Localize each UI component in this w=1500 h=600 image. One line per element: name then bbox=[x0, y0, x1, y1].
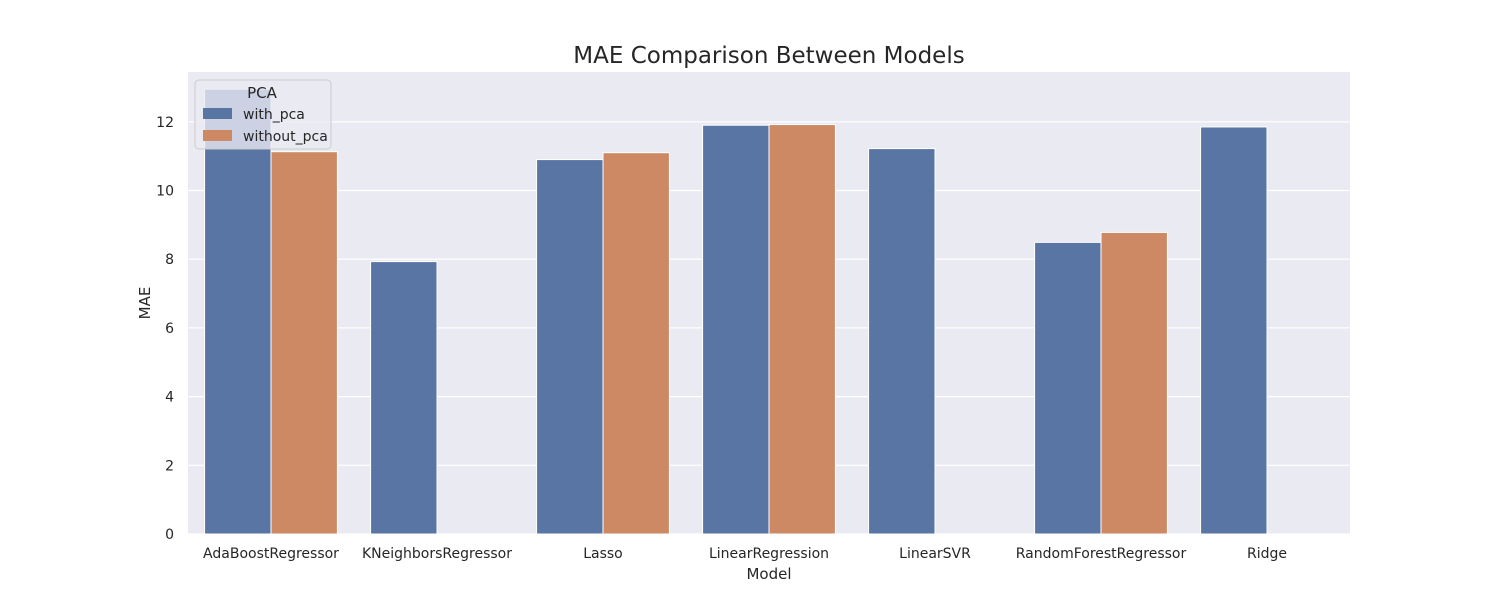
x-tick-label: LinearSVR bbox=[899, 546, 971, 562]
bar-with-pca bbox=[868, 148, 936, 535]
y-tick-label: 0 bbox=[165, 527, 174, 543]
bar-without-pca bbox=[1100, 231, 1168, 535]
bar-without-pca bbox=[602, 152, 670, 535]
y-tick-label: 8 bbox=[165, 252, 174, 268]
y-tick-label: 2 bbox=[165, 458, 174, 474]
bar-with-pca bbox=[1034, 241, 1102, 535]
legend-label-without-pca: without_pca bbox=[243, 129, 328, 145]
legend-label-with-pca: with_pca bbox=[243, 107, 305, 123]
x-tick-label: RandomForestRegressor bbox=[1016, 546, 1187, 562]
y-tick-label: 10 bbox=[156, 184, 174, 200]
chart-title: MAE Comparison Between Models bbox=[573, 43, 964, 69]
bar-without-pca bbox=[768, 124, 836, 535]
x-tick-label: Ridge bbox=[1247, 546, 1287, 562]
bars bbox=[204, 88, 1268, 535]
legend-swatch-without-pca bbox=[203, 130, 232, 141]
bar-without-pca bbox=[270, 151, 338, 535]
x-tick-label: AdaBoostRegressor bbox=[203, 546, 339, 562]
bar-with-pca bbox=[370, 261, 438, 535]
y-tick-label: 12 bbox=[156, 115, 174, 131]
legend-swatch-with-pca bbox=[203, 108, 232, 119]
x-axis-ticks: AdaBoostRegressor KNeighborsRegressor Lass… bbox=[203, 546, 1287, 562]
x-tick-label: KNeighborsRegressor bbox=[362, 546, 512, 562]
bar-with-pca bbox=[204, 88, 272, 535]
y-tick-label: 6 bbox=[165, 321, 174, 337]
bar-with-pca bbox=[702, 124, 770, 535]
y-axis-ticks: 0 2 4 6 8 10 12 bbox=[156, 115, 174, 543]
bar-with-pca bbox=[536, 159, 604, 535]
bar-with-pca bbox=[1200, 126, 1268, 535]
y-axis-label: MAE bbox=[136, 287, 154, 320]
x-axis-label: Model bbox=[746, 565, 791, 583]
x-tick-label: LinearRegression bbox=[709, 546, 829, 562]
y-tick-label: 4 bbox=[165, 390, 174, 406]
legend-title: PCA bbox=[247, 84, 278, 102]
x-tick-label: Lasso bbox=[583, 546, 623, 562]
legend: PCA with_pca without_pca bbox=[194, 79, 332, 150]
